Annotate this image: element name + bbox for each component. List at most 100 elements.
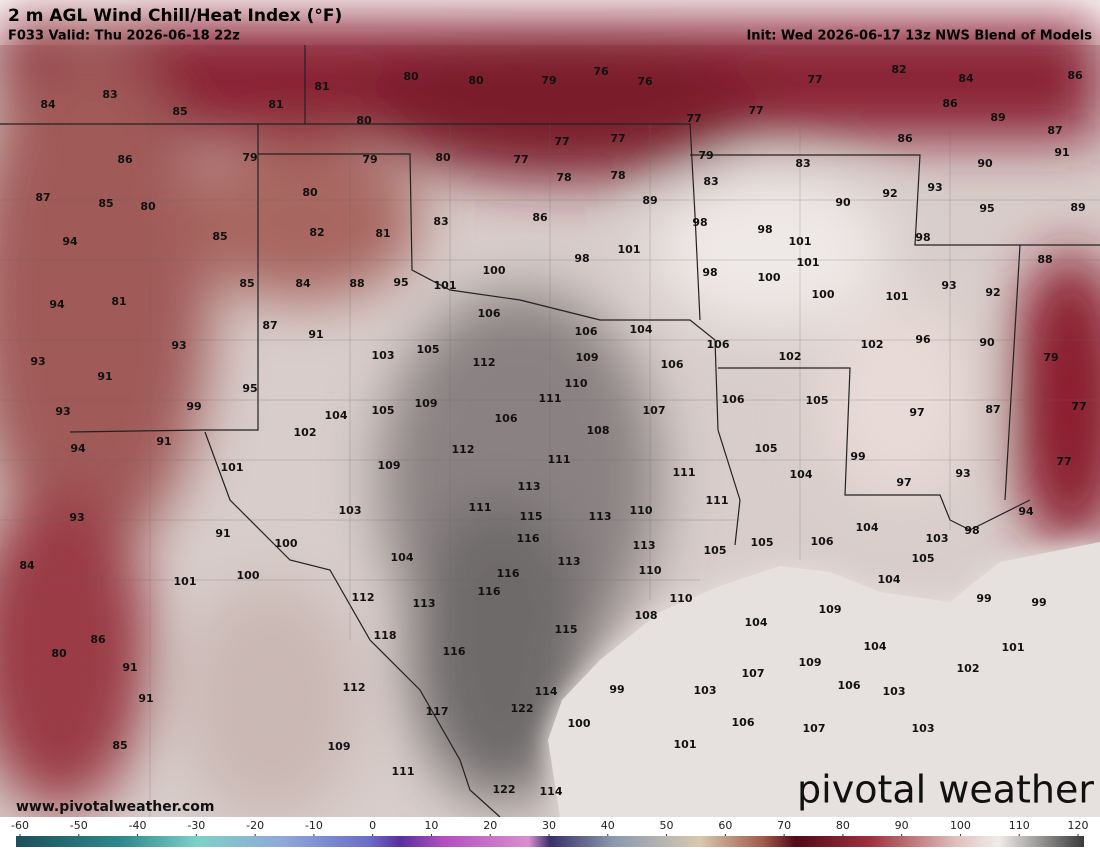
colorbar-tick-label: 110 [1009,819,1030,832]
map-value-label: 110 [630,504,653,517]
map-value-label: 87 [262,319,277,332]
map-value-label: 93 [55,405,70,418]
map-value-label: 106 [478,307,501,320]
map-value-label: 80 [435,151,451,164]
map-value-label: 86 [90,633,106,646]
map-value-label: 80 [468,74,484,87]
map-value-label: 104 [878,573,901,586]
map-value-label: 106 [838,679,861,692]
map-value-label: 102 [957,662,980,675]
map-value-label: 87 [985,403,1000,416]
map-value-label: 106 [732,716,755,729]
map-value-label: 113 [413,597,436,610]
map-value-label: 90 [977,157,993,170]
url: www.pivotalweather.com [16,799,215,815]
map-value-label: 101 [674,738,697,751]
map-value-label: 109 [819,603,842,616]
map-value-label: 99 [850,450,865,463]
map-value-label: 84 [19,559,35,572]
map-value-label: 85 [239,277,254,290]
map-value-label: 81 [314,80,329,93]
map-value-label: 101 [1002,641,1025,654]
map-value-label: 93 [941,279,956,292]
map-value-label: 104 [325,409,348,422]
map-value-label: 111 [673,466,696,479]
colorbar-tick-label: 10 [424,819,438,832]
map-value-label: 91 [97,370,112,383]
map-value-label: 107 [643,404,666,417]
map-value-label: 77 [513,153,528,166]
map-value-label: 106 [575,325,598,338]
map-value-label: 99 [1031,596,1046,609]
map-value-label: 94 [70,442,86,455]
map-value-label: 111 [548,453,571,466]
map-value-label: 110 [670,592,693,605]
map-value-label: 101 [886,290,909,303]
map-value-label: 102 [861,338,884,351]
map-value-label: 83 [703,175,718,188]
colorbar-tick-label: -60 [11,819,29,832]
map-value-label: 80 [302,186,318,199]
map-value-label: 116 [443,645,466,658]
map-value-label: 84 [40,98,56,111]
map-value-label: 104 [864,640,887,653]
map-value-label: 108 [587,424,610,437]
map-value-label: 111 [706,494,729,507]
map-value-label: 103 [339,504,362,517]
map-value-label: 103 [694,684,717,697]
map-value-label: 111 [392,765,415,778]
map-value-label: 98 [915,231,930,244]
map-value-label: 96 [915,333,931,346]
map-value-label: 85 [212,230,227,243]
title: 2 m AGL Wind Chill/Heat Index (°F) [8,6,342,26]
map-value-label: 77 [1056,455,1071,468]
map-value-label: 88 [1037,253,1052,266]
colorbar-tick-label: 100 [950,819,971,832]
map-value-label: 92 [882,187,897,200]
map-value-label: 116 [497,567,520,580]
map-value-label: 86 [897,132,913,145]
map-value-label: 99 [976,592,991,605]
map-value-label: 77 [686,112,701,125]
map-value-label: 95 [393,276,408,289]
map-value-label: 100 [237,569,260,582]
map-value-label: 101 [174,575,197,588]
map-value-label: 91 [215,527,230,540]
map-value-label: 103 [926,532,949,545]
map-value-label: 100 [812,288,835,301]
colorbar [16,836,1084,847]
map-value-label: 81 [268,98,283,111]
map-value-label: 113 [589,510,612,523]
map-value-label: 86 [1067,69,1083,82]
map-value-label: 81 [111,295,126,308]
colorbar-tick-label: 70 [777,819,791,832]
colorbar-tick-label: 0 [369,819,376,832]
map-value-label: 114 [540,785,563,798]
map-value-label: 98 [692,216,707,229]
map-value-label: 81 [375,227,390,240]
map-value-label: 92 [985,286,1000,299]
map-value-label: 94 [62,235,78,248]
map-value-label: 79 [698,149,713,162]
map-value-label: 94 [49,298,65,311]
map-value-label: 109 [378,459,401,472]
map-value-label: 77 [807,73,822,86]
map-value-label: 78 [610,169,625,182]
map-value-label: 91 [1054,146,1069,159]
map-value-label: 105 [751,536,774,549]
map-value-label: 100 [483,264,506,277]
map-value-label: 95 [979,202,994,215]
map-value-label: 105 [755,442,778,455]
map-value-label: 100 [758,271,781,284]
map-value-label: 107 [803,722,826,735]
map-value-label: 116 [517,532,540,545]
map-value-label: 103 [883,685,906,698]
map-value-label: 101 [789,235,812,248]
map-value-label: 101 [618,243,641,256]
watermark: pivotal weather [797,768,1094,812]
colorbar-tick-label: 40 [601,819,615,832]
map-value-label: 104 [856,521,879,534]
map-value-label: 88 [349,277,364,290]
colorbar-tick-label: -20 [246,819,264,832]
map-value-label: 91 [122,661,137,674]
